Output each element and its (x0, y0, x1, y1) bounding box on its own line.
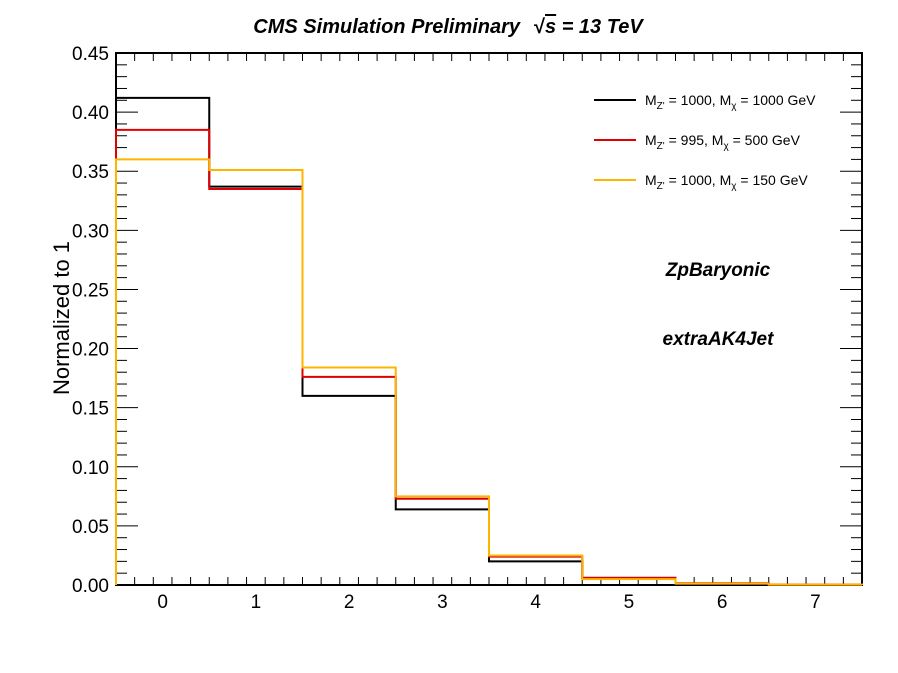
y-axis-label: Normalized to 1 (49, 241, 74, 395)
y-tick-label: 0.20 (72, 340, 109, 361)
series-line-2 (115, 158, 863, 586)
title-main: CMS Simulation Preliminary (253, 16, 521, 38)
series-group (115, 96, 863, 586)
y-tick-label: 0.00 (72, 576, 109, 597)
annotation-process: ZpBaryonic (665, 260, 771, 281)
y-tick-label: 0.15 (72, 399, 109, 420)
x-tick-label: 4 (530, 592, 541, 613)
legend: MZ' = 1000, Mχ = 1000 GeV MZ' = 995, Mχ =… (594, 92, 816, 192)
legend-label-1: MZ' = 995, Mχ = 500 GeV (645, 132, 801, 152)
title-s: s (545, 16, 556, 38)
y-tick-label: 0.25 (72, 280, 109, 301)
x-tick-label: 6 (717, 592, 728, 613)
axis-ticks (115, 52, 863, 586)
x-tick-label: 7 (810, 592, 821, 613)
title-rest: = 13 TeV (556, 16, 644, 38)
y-tick-label: 0.30 (72, 221, 109, 242)
y-tick-label: 0.05 (72, 517, 109, 538)
x-tick-label: 1 (251, 592, 262, 613)
y-tick-label: 0.45 (72, 44, 109, 65)
chart-title: CMS Simulation Preliminary √s = 13 TeV (253, 16, 644, 38)
x-tick-label: 0 (157, 592, 168, 613)
y-tick-label: 0.10 (72, 458, 109, 479)
x-tick-label: 2 (344, 592, 355, 613)
x-tick-label: 3 (437, 592, 448, 613)
x-tick-label: 5 (624, 592, 635, 613)
title-sqrt: √ (534, 16, 546, 38)
y-tick-label: 0.35 (72, 162, 109, 183)
legend-label-0: MZ' = 1000, Mχ = 1000 GeV (645, 92, 816, 112)
legend-label-2: MZ' = 1000, Mχ = 150 GeV (645, 172, 808, 192)
y-tick-labels: 0.00 0.05 0.10 0.15 0.20 0.25 0.30 0.35 0.40 0.45 (72, 44, 109, 597)
y-tick-label: 0.40 (72, 103, 109, 124)
annotation-variable: extraAK4Jet (663, 329, 775, 350)
x-tick-labels: 0 1 2 3 4 5 6 7 (157, 592, 820, 613)
